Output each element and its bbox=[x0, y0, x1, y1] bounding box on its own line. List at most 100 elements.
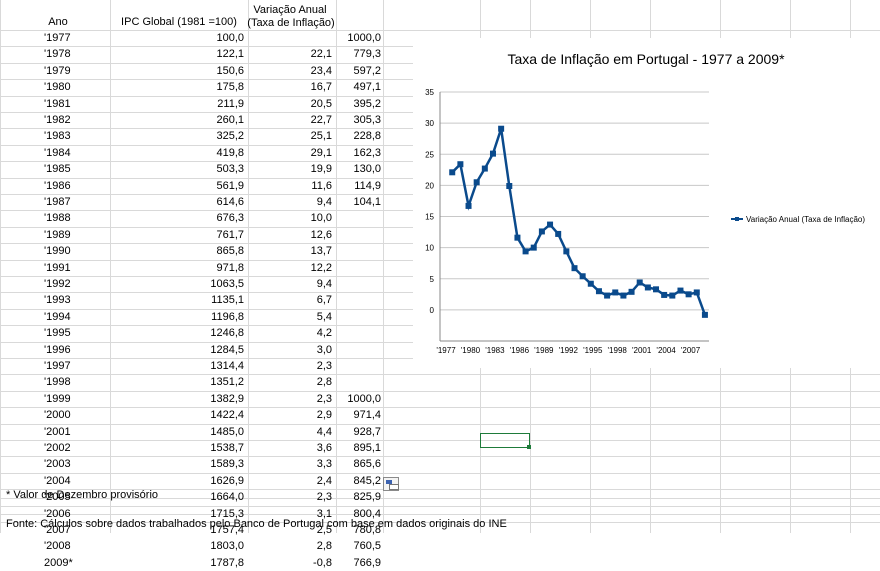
cell-index[interactable]: 928,7 bbox=[353, 426, 381, 438]
cell-year[interactable]: '1987 bbox=[44, 196, 71, 208]
cell-variacao[interactable]: 11,6 bbox=[311, 180, 332, 192]
cell-index[interactable]: 597,2 bbox=[353, 65, 381, 77]
cell-index[interactable]: 305,3 bbox=[353, 114, 381, 126]
cell-year[interactable]: '2000 bbox=[44, 409, 71, 421]
cell-index[interactable] bbox=[338, 227, 381, 243]
cell-year[interactable]: '1999 bbox=[44, 393, 71, 405]
cell-year[interactable]: '2005 bbox=[44, 491, 71, 503]
cell-year[interactable]: '1991 bbox=[44, 262, 71, 274]
cell-index[interactable]: 760,5 bbox=[353, 540, 381, 552]
cell-variacao[interactable]: 22,7 bbox=[310, 114, 332, 126]
cell-index[interactable] bbox=[338, 276, 381, 292]
cell-variacao[interactable]: 2,3 bbox=[316, 360, 332, 372]
cell-index[interactable] bbox=[338, 325, 381, 341]
cell-index[interactable]: 395,2 bbox=[353, 98, 381, 110]
cell-year[interactable]: '1981 bbox=[44, 98, 71, 110]
cell-variacao[interactable]: 5,4 bbox=[316, 311, 332, 323]
cell-index[interactable] bbox=[338, 358, 381, 374]
cell-index[interactable]: 1000,0 bbox=[347, 393, 381, 405]
cell-index[interactable] bbox=[338, 374, 381, 390]
cell-index[interactable] bbox=[338, 342, 381, 358]
cell-year[interactable]: '1980 bbox=[44, 81, 71, 93]
cell-index[interactable]: 865,6 bbox=[353, 458, 381, 470]
cell-year[interactable]: '1985 bbox=[44, 163, 71, 175]
cell-year[interactable]: '1983 bbox=[44, 130, 71, 142]
cell-ipc[interactable]: 561,9 bbox=[216, 180, 244, 192]
cell-ipc[interactable]: 1196,8 bbox=[211, 311, 244, 323]
cell-year[interactable]: '1997 bbox=[44, 360, 71, 372]
cell-ipc[interactable]: 100,0 bbox=[216, 32, 244, 44]
cell-variacao[interactable]: 2,3 bbox=[316, 491, 332, 503]
cell-variacao[interactable]: 2,9 bbox=[316, 409, 332, 421]
cell-index[interactable]: 895,1 bbox=[353, 442, 381, 454]
header-ano[interactable]: Ano bbox=[48, 16, 68, 28]
cell-year[interactable]: '1996 bbox=[44, 344, 71, 356]
cell-ipc[interactable]: 971,8 bbox=[216, 262, 244, 274]
cell-variacao[interactable]: 2,4 bbox=[316, 475, 332, 487]
fill-handle[interactable] bbox=[527, 445, 531, 449]
cell-variacao[interactable]: 12,6 bbox=[310, 229, 332, 241]
cell-year[interactable]: '1989 bbox=[44, 229, 71, 241]
cell-year[interactable]: '2001 bbox=[44, 426, 71, 438]
cell-variacao[interactable]: 2,8 bbox=[316, 540, 332, 552]
cell-index[interactable]: 130,0 bbox=[353, 163, 381, 175]
cell-ipc[interactable]: 1589,3 bbox=[210, 458, 244, 470]
cell-index[interactable]: 971,4 bbox=[353, 409, 381, 421]
cell-variacao[interactable]: 9,4 bbox=[316, 278, 332, 290]
cell-variacao[interactable]: 3,0 bbox=[316, 344, 332, 356]
cell-ipc[interactable]: 1626,9 bbox=[210, 475, 244, 487]
cell-variacao[interactable]: 2,3 bbox=[316, 393, 332, 405]
cell-ipc[interactable]: 1485,0 bbox=[210, 426, 244, 438]
cell-variacao[interactable]: 6,7 bbox=[316, 294, 332, 306]
cell-year[interactable]: '1993 bbox=[44, 294, 71, 306]
cell-variacao[interactable]: 12,2 bbox=[310, 262, 332, 274]
cell-ipc[interactable]: 614,6 bbox=[216, 196, 244, 208]
cell-ipc[interactable]: 1803,0 bbox=[210, 540, 244, 552]
cell-ipc[interactable]: 260,1 bbox=[216, 114, 244, 126]
cell-year[interactable]: '2003 bbox=[44, 458, 71, 470]
cell-variacao[interactable]: 4,2 bbox=[316, 327, 332, 339]
cell-index[interactable]: 1000,0 bbox=[347, 32, 381, 44]
cell-index[interactable]: 228,8 bbox=[353, 130, 381, 142]
cell-year[interactable]: '1978 bbox=[44, 48, 71, 60]
cell-year[interactable]: 2009* bbox=[44, 557, 73, 569]
cell-index[interactable] bbox=[338, 243, 381, 259]
cell-year[interactable]: '2002 bbox=[44, 442, 71, 454]
cell-index[interactable]: 162,3 bbox=[353, 147, 381, 159]
cell-variacao[interactable]: -0,8 bbox=[313, 557, 332, 569]
cell-index[interactable]: 800,4 bbox=[353, 508, 381, 520]
cell-ipc[interactable]: 1422,4 bbox=[210, 409, 244, 421]
cell-ipc[interactable]: 503,3 bbox=[216, 163, 244, 175]
cell-index[interactable]: 104,1 bbox=[353, 196, 381, 208]
cell-index[interactable]: 779,3 bbox=[353, 48, 381, 60]
cell-ipc[interactable]: 1787,8 bbox=[210, 557, 244, 569]
cell-variacao[interactable]: 22,1 bbox=[310, 48, 332, 60]
cell-variacao[interactable]: 19,9 bbox=[310, 163, 332, 175]
footnote[interactable]: * Valor de Dezembro provisório bbox=[6, 489, 159, 501]
cell-variacao[interactable]: 3,6 bbox=[316, 442, 332, 454]
cell-variacao[interactable]: 2,8 bbox=[316, 376, 332, 388]
cell-year[interactable]: '1992 bbox=[44, 278, 71, 290]
cell-variacao[interactable]: 25,1 bbox=[310, 130, 332, 142]
cell-year[interactable]: '1986 bbox=[44, 180, 71, 192]
cell-variacao[interactable]: 23,4 bbox=[310, 65, 332, 77]
cell-ipc[interactable]: 1063,5 bbox=[210, 278, 244, 290]
inflation-chart[interactable]: Taxa de Inflação em Portugal - 1977 a 20… bbox=[413, 38, 880, 368]
cell-variacao[interactable]: 3,1 bbox=[316, 508, 332, 520]
cell-ipc[interactable]: 122,1 bbox=[216, 48, 244, 60]
selected-cell[interactable] bbox=[480, 433, 530, 448]
cell-variacao[interactable]: 29,1 bbox=[310, 147, 332, 159]
cell-ipc[interactable]: 325,2 bbox=[216, 130, 244, 142]
cell-variacao[interactable]: 13,7 bbox=[310, 245, 332, 257]
cell-year[interactable]: '2004 bbox=[44, 475, 71, 487]
cell-ipc[interactable]: 761,7 bbox=[216, 229, 244, 241]
cell-ipc[interactable]: 676,3 bbox=[216, 212, 244, 224]
cell-variacao[interactable]: 20,5 bbox=[310, 98, 332, 110]
cell-index[interactable] bbox=[338, 210, 381, 226]
cell-ipc[interactable]: 1246,8 bbox=[210, 327, 244, 339]
cell-variacao[interactable] bbox=[250, 30, 332, 46]
cell-ipc[interactable]: 1664,0 bbox=[210, 491, 244, 503]
header-variacao[interactable]: Variação Anual bbox=[253, 4, 327, 16]
paste-options-icon[interactable] bbox=[383, 477, 399, 491]
cell-ipc[interactable]: 1314,4 bbox=[210, 360, 244, 372]
